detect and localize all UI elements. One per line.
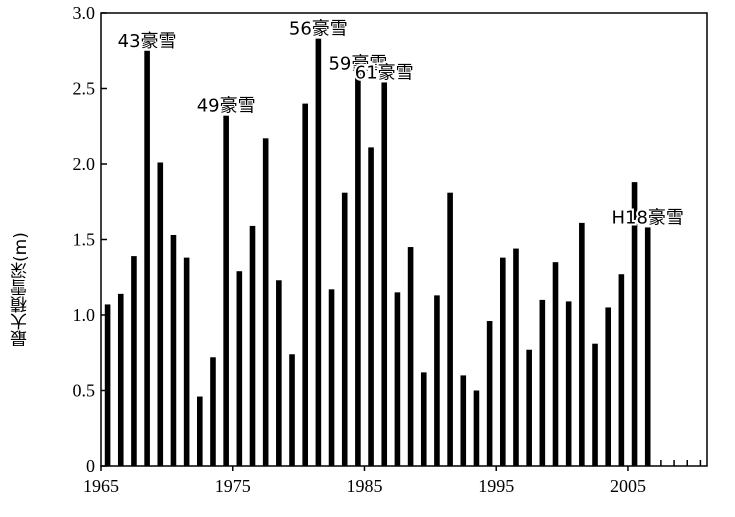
y-tick-label: 0.5 [73,381,96,401]
bar [355,73,361,467]
y-tick-label: 3.0 [73,3,96,23]
bar [157,162,164,467]
y-tick-label: 1.0 [73,305,96,325]
bar [500,257,506,466]
annotation-label: 56豪雪 [289,19,348,40]
annotation-label: 49豪雪 [197,96,256,117]
bar [170,234,177,466]
bar [526,349,532,466]
bar [539,299,546,466]
bar [644,227,651,466]
bar [276,280,282,466]
bar [420,372,427,466]
y-tick-label: 2.5 [73,79,96,99]
y-tick-label: 0 [86,456,95,476]
bar [117,293,124,466]
bar [236,271,243,466]
annotation-label: H18豪雪 [611,207,683,228]
annotation-label: 59豪雪 [328,53,387,74]
bar [618,274,625,466]
bar [144,50,150,466]
bar [434,295,440,466]
bar [262,138,269,466]
bar [552,262,559,466]
x-tick-label: 2005 [610,476,646,496]
bar [104,304,111,466]
labels-group: 1965 1975 1985 1995 2005 0 0.5 1.0 1.5 2.0 2.5 3.0 [73,3,646,496]
bar [486,321,493,466]
bar [565,301,572,466]
y-axis-label: 最大積雪深(m) [11,232,31,348]
bar [183,257,190,466]
bar [460,375,467,466]
x-tick-label: 1965 [83,476,119,496]
x-tick-label: 1995 [478,476,514,496]
bar [473,390,480,466]
bar [579,222,585,466]
bar [447,192,453,466]
x-tick-label: 1985 [346,476,382,496]
bars-group [104,38,651,467]
bar [223,115,229,467]
bar [513,248,519,466]
bar [394,292,401,466]
bar [302,103,308,466]
y-tick-label: 2.0 [73,154,96,174]
ticks-group [100,12,702,471]
bar [407,247,414,466]
bar [289,354,295,466]
bar [315,38,322,467]
bar [341,192,348,466]
annotation-label: 61豪雪 [355,62,414,83]
bar [249,225,256,466]
bar [605,307,611,466]
bar [381,82,388,467]
annotation-label: 43豪雪 [118,31,177,52]
bar [592,343,598,466]
y-tick-label: 1.5 [73,230,96,250]
x-tick-label: 1975 [215,476,251,496]
bar [368,147,374,466]
bar [197,396,203,466]
bar [631,182,638,466]
bar [210,357,216,466]
bar [131,256,137,466]
bar [328,289,335,466]
